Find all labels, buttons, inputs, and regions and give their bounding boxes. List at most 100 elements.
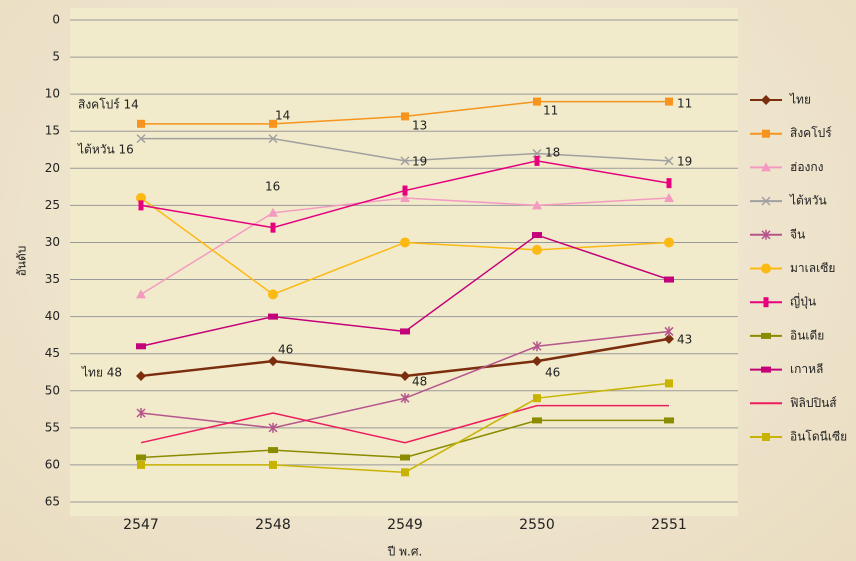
marker bbox=[136, 370, 146, 381]
x-tick-label: 2551 bbox=[651, 517, 687, 533]
y-tick-label: 65 bbox=[45, 495, 60, 509]
legend-marker bbox=[762, 129, 770, 138]
y-axis-label: อันดับ bbox=[15, 246, 29, 277]
series bbox=[138, 155, 672, 233]
legend-marker bbox=[761, 229, 771, 240]
marker bbox=[269, 119, 277, 128]
x-tick-label: 2548 bbox=[255, 517, 291, 533]
annotation: 48 bbox=[412, 375, 427, 389]
marker bbox=[532, 356, 542, 367]
marker bbox=[268, 207, 278, 217]
marker bbox=[400, 454, 410, 461]
line bbox=[140, 404, 669, 444]
x-tick-label: 2547 bbox=[123, 517, 159, 533]
legend-label: มาเลเซีย bbox=[790, 261, 835, 275]
legend-marker bbox=[763, 297, 769, 308]
annotation: 43 bbox=[677, 333, 692, 347]
annotation: 16 bbox=[265, 180, 280, 194]
legend-label: อินเดีย bbox=[790, 328, 824, 342]
legend-label: อินโดนีเซีย bbox=[790, 430, 847, 444]
legend-label: ไทย bbox=[789, 93, 811, 107]
legend-label: ฟิลิปปินส์ bbox=[790, 396, 837, 410]
legend-label: สิงคโปร์ bbox=[790, 126, 832, 140]
marker bbox=[136, 134, 146, 144]
marker bbox=[137, 119, 145, 128]
marker bbox=[268, 313, 278, 320]
marker bbox=[269, 460, 277, 469]
annotation: 19 bbox=[412, 155, 427, 169]
y-tick-label: 10 bbox=[45, 87, 60, 101]
marker bbox=[400, 192, 410, 202]
marker bbox=[400, 370, 410, 381]
y-tick-label: 60 bbox=[45, 457, 60, 471]
marker bbox=[532, 341, 542, 352]
y-tick-label: 45 bbox=[45, 346, 60, 360]
series bbox=[140, 404, 669, 444]
marker bbox=[664, 156, 674, 166]
y-tick-label: 20 bbox=[45, 161, 60, 175]
series bbox=[136, 333, 674, 381]
marker bbox=[138, 200, 144, 211]
marker bbox=[268, 356, 278, 367]
annotation: 19 bbox=[677, 155, 692, 169]
marker bbox=[532, 232, 542, 239]
annotation: 14 bbox=[275, 109, 290, 123]
legend-marker bbox=[761, 263, 771, 274]
legend-marker bbox=[761, 162, 771, 172]
marker bbox=[532, 148, 542, 159]
marker bbox=[664, 237, 674, 248]
legend-marker bbox=[761, 366, 771, 373]
marker bbox=[533, 394, 541, 403]
y-tick-label: 0 bbox=[52, 13, 60, 27]
annotation: 11 bbox=[543, 104, 558, 118]
marker bbox=[664, 326, 674, 337]
marker bbox=[665, 97, 673, 106]
x-tick-label: 2549 bbox=[387, 517, 423, 533]
marker bbox=[665, 379, 673, 388]
legend-label: ไต้หวัน bbox=[789, 194, 827, 208]
marker bbox=[136, 408, 146, 419]
marker bbox=[401, 112, 409, 121]
series bbox=[136, 134, 674, 166]
y-tick-label: 25 bbox=[45, 198, 60, 212]
marker bbox=[268, 134, 278, 144]
annotation: 46 bbox=[278, 343, 293, 357]
y-tick-label: 30 bbox=[45, 235, 60, 249]
y-tick-label: 35 bbox=[45, 272, 60, 286]
annotation: ไต้หวัน 16 bbox=[77, 143, 134, 157]
y-tick-label: 5 bbox=[52, 50, 60, 64]
series bbox=[136, 417, 674, 461]
marker bbox=[400, 393, 410, 404]
marker bbox=[664, 417, 674, 424]
annotation: สิงคโปร์ 14 bbox=[78, 98, 139, 112]
marker bbox=[533, 97, 541, 106]
annotation: 18 bbox=[545, 146, 560, 160]
y-tick-label: 40 bbox=[45, 309, 60, 323]
marker bbox=[136, 289, 146, 299]
marker bbox=[532, 200, 542, 210]
marker bbox=[137, 460, 145, 469]
series bbox=[136, 192, 674, 299]
marker bbox=[532, 417, 542, 424]
marker bbox=[268, 289, 278, 300]
marker bbox=[136, 454, 146, 461]
plot-area bbox=[70, 8, 738, 516]
marker bbox=[400, 156, 410, 166]
marker bbox=[666, 178, 672, 189]
annotation: 46 bbox=[545, 366, 560, 380]
marker bbox=[664, 192, 674, 202]
marker bbox=[268, 422, 278, 433]
series bbox=[137, 97, 673, 128]
legend-marker bbox=[761, 95, 771, 105]
series bbox=[136, 232, 674, 350]
legend-marker bbox=[762, 433, 770, 441]
marker bbox=[270, 222, 276, 233]
series bbox=[137, 379, 673, 477]
marker bbox=[664, 276, 674, 283]
marker bbox=[532, 244, 542, 255]
y-tick-label: 55 bbox=[45, 420, 60, 434]
x-axis-label: ปี พ.ศ. bbox=[387, 545, 422, 559]
y-tick-label: 15 bbox=[45, 124, 60, 138]
marker bbox=[268, 447, 278, 454]
